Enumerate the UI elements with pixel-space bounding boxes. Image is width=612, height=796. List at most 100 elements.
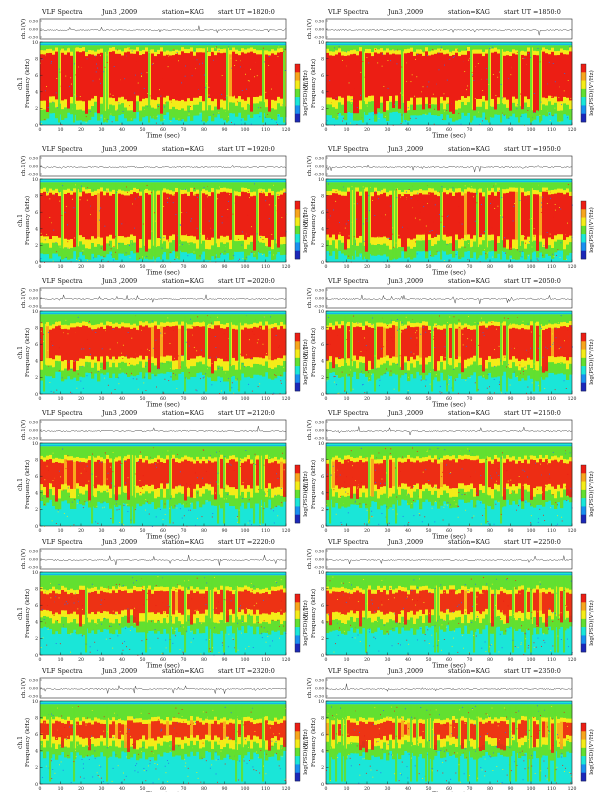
- spectrogram-speck: [60, 247, 61, 248]
- spectrogram-red-band: [548, 195, 551, 238]
- y-tick-label: 2: [35, 106, 38, 112]
- spectrogram-speck: [438, 53, 439, 54]
- spectrogram-red-band: [341, 464, 344, 488]
- spectrogram-speck: [197, 59, 198, 60]
- spectrogram-speck: [87, 611, 88, 612]
- spectrogram-speck: [182, 518, 183, 519]
- spectrogram-speck: [432, 49, 433, 50]
- spectrogram-dip: [121, 448, 123, 524]
- spectrogram-speck: [125, 356, 126, 357]
- y-tick-label: 8: [35, 193, 38, 199]
- spectrogram-speck: [151, 192, 152, 193]
- spectrogram-speck: [248, 191, 249, 192]
- spectrogram-speck: [253, 647, 254, 648]
- spectrogram-red-band: [208, 56, 211, 98]
- spectrogram-speck: [230, 58, 231, 59]
- spectrogram-speck: [185, 66, 186, 67]
- spectrogram-dip: [530, 184, 532, 260]
- y-tick-label: 8: [321, 56, 324, 62]
- spectrogram-speck: [413, 486, 414, 487]
- spectrogram-speck: [549, 474, 550, 475]
- spectrogram-red-band: [82, 462, 85, 487]
- spectrogram-speck: [495, 95, 496, 96]
- spectrogram-speck: [397, 330, 398, 331]
- spectrogram-speck: [513, 221, 514, 222]
- spectrogram-speck: [154, 212, 155, 213]
- spectrogram-red-band: [52, 55, 55, 97]
- x-tick-label: 70: [181, 264, 187, 270]
- spectrogram-red-band: [259, 54, 262, 95]
- spectrogram-red-band: [404, 462, 407, 484]
- spectrogram-speck: [199, 622, 200, 623]
- ylabel-channel: ch.1: [303, 478, 310, 491]
- spectrogram-speck: [49, 198, 50, 199]
- spectrogram-speck: [499, 382, 500, 383]
- spectrogram-speck: [428, 480, 429, 481]
- spectrogram-speck: [345, 492, 346, 493]
- spectrogram-speck: [281, 488, 282, 489]
- spectrogram-speck: [461, 124, 462, 125]
- spectrogram-red-band: [277, 590, 280, 612]
- spectrogram-red-band: [166, 194, 169, 240]
- spectrogram-red-band: [49, 193, 52, 239]
- spectrogram-speck: [263, 344, 264, 345]
- colorbar-segment: [295, 383, 300, 392]
- spectrogram-speck: [92, 329, 93, 330]
- spectrogram-speck: [408, 360, 409, 361]
- spectrogram-speck: [102, 259, 103, 260]
- spectrogram-red-band: [172, 196, 175, 235]
- spectrogram-speck: [177, 508, 178, 509]
- spectrogram-speck: [489, 393, 490, 394]
- spectrogram-speck: [327, 380, 328, 381]
- spectrogram-speck: [133, 583, 134, 584]
- spectrogram-speck: [371, 374, 372, 375]
- spectrogram-speck: [281, 579, 282, 580]
- spectrogram-speck: [147, 593, 148, 594]
- spectrogram-speck: [185, 378, 186, 379]
- x-tick-label: 10: [344, 264, 350, 270]
- spectrogram-speck: [246, 243, 247, 244]
- x-tick-label: 30: [99, 264, 105, 270]
- spectrogram-speck: [371, 516, 372, 517]
- y-tick-label: 4: [35, 359, 38, 365]
- colorbar-segment: [295, 358, 300, 367]
- spectrogram-speck: [391, 219, 392, 220]
- spectrogram-speck: [162, 78, 163, 79]
- spectrogram-speck: [366, 350, 367, 351]
- spectrogram-red-band: [46, 460, 49, 498]
- x-tick-label: 40: [119, 396, 125, 402]
- spectrogram-speck: [167, 198, 168, 199]
- spectrogram-speck: [557, 524, 558, 525]
- spectrogram-red-band: [407, 194, 410, 238]
- spectrogram-speck: [182, 652, 183, 653]
- spectrogram-speck: [118, 102, 119, 103]
- spectrogram-speck: [122, 650, 123, 651]
- spectrogram-red-band: [479, 54, 482, 99]
- spectrogram-red-band: [563, 326, 566, 357]
- spectrogram-red-band: [491, 325, 494, 359]
- spectrogram-speck: [220, 253, 221, 254]
- spectrogram-speck: [260, 237, 261, 238]
- spectrogram-red-band: [521, 463, 524, 501]
- spectrogram-red-band: [437, 196, 440, 235]
- spectrogram-speck: [212, 513, 213, 514]
- spectrogram-dip: [223, 577, 225, 653]
- spectrogram-red-band: [67, 193, 70, 240]
- spectrogram-red-band: [220, 192, 223, 236]
- spectrogram-speck: [185, 189, 186, 190]
- spectrogram-red-band: [127, 459, 130, 500]
- x-tick-label: 110: [261, 127, 270, 133]
- spectrogram-speck: [135, 198, 136, 199]
- spectrogram-red-band: [241, 463, 244, 485]
- spectrogram-speck: [97, 623, 98, 624]
- spectrogram-dip: [169, 448, 171, 524]
- spectrogram-speck: [473, 80, 474, 81]
- spectrogram-speck: [378, 361, 379, 362]
- spectrogram-red-band: [151, 594, 154, 612]
- spectrogram-red-band: [362, 330, 365, 357]
- spectrogram-cells: [40, 182, 287, 262]
- spectrogram-speck: [550, 234, 551, 235]
- spectrogram-speck: [116, 500, 117, 501]
- spectrogram-speck: [490, 232, 491, 233]
- spectrogram-red-band: [416, 460, 419, 483]
